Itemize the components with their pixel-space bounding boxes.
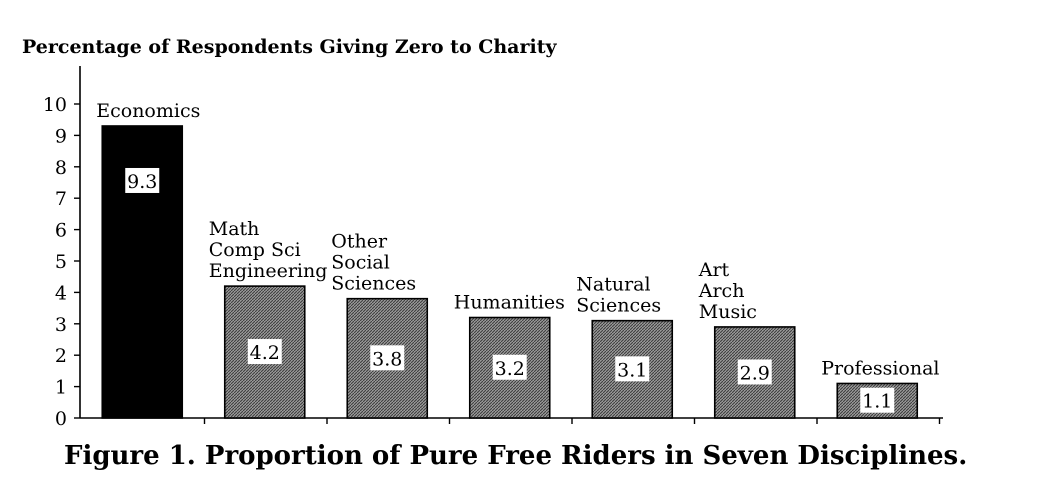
value-label-box (737, 359, 772, 385)
y-tick-label: 6 (55, 220, 67, 242)
category-label: Sciences (576, 295, 661, 317)
value-label-box (492, 354, 527, 380)
value-label: 9.3 (127, 171, 157, 193)
category-label: Natural (576, 274, 650, 296)
y-tick-label: 5 (55, 251, 67, 273)
value-label-box (247, 339, 282, 365)
y-tick-label: 1 (55, 377, 67, 399)
axes: 0 1 2 3 4 5 6 7 8 9 10 (43, 66, 943, 430)
chart-title: Percentage of Respondents Giving Zero to… (22, 36, 557, 58)
y-tick-label: 0 (55, 408, 67, 430)
value-label-box (125, 167, 160, 193)
category-label: Professional (821, 357, 939, 379)
category-label: Economics (96, 100, 200, 122)
y-tick-label: 8 (55, 157, 67, 179)
category-label: Other (331, 231, 388, 253)
category-label: Arch (698, 280, 745, 302)
y-tick-label: 3 (55, 314, 67, 336)
value-label: 1.1 (862, 391, 892, 413)
value-label: 3.1 (617, 359, 647, 381)
figure-caption: Figure 1. Proportion of Pure Free Riders… (64, 441, 967, 471)
category-label: Social (331, 252, 390, 274)
category-label: Math (209, 218, 260, 240)
category-label: Engineering (209, 260, 328, 282)
category-label: Comp Sci (209, 239, 301, 261)
value-label-box (615, 356, 650, 382)
value-label: 3.8 (372, 348, 402, 370)
value-label: 3.2 (495, 358, 525, 380)
value-label-box (370, 345, 405, 371)
category-label: Art (698, 259, 730, 281)
value-label-box (860, 387, 895, 413)
y-tick-label: 10 (43, 94, 67, 116)
category-label: Music (699, 301, 757, 323)
y-tick-label: 4 (55, 282, 67, 304)
category-label: Humanities (454, 292, 565, 314)
y-tick-label: 7 (55, 188, 67, 210)
y-tick-label: 2 (55, 345, 67, 367)
category-label: Sciences (331, 273, 416, 295)
value-label: 4.2 (250, 342, 280, 364)
value-label: 2.9 (740, 362, 770, 384)
y-tick-label: 9 (55, 125, 67, 147)
